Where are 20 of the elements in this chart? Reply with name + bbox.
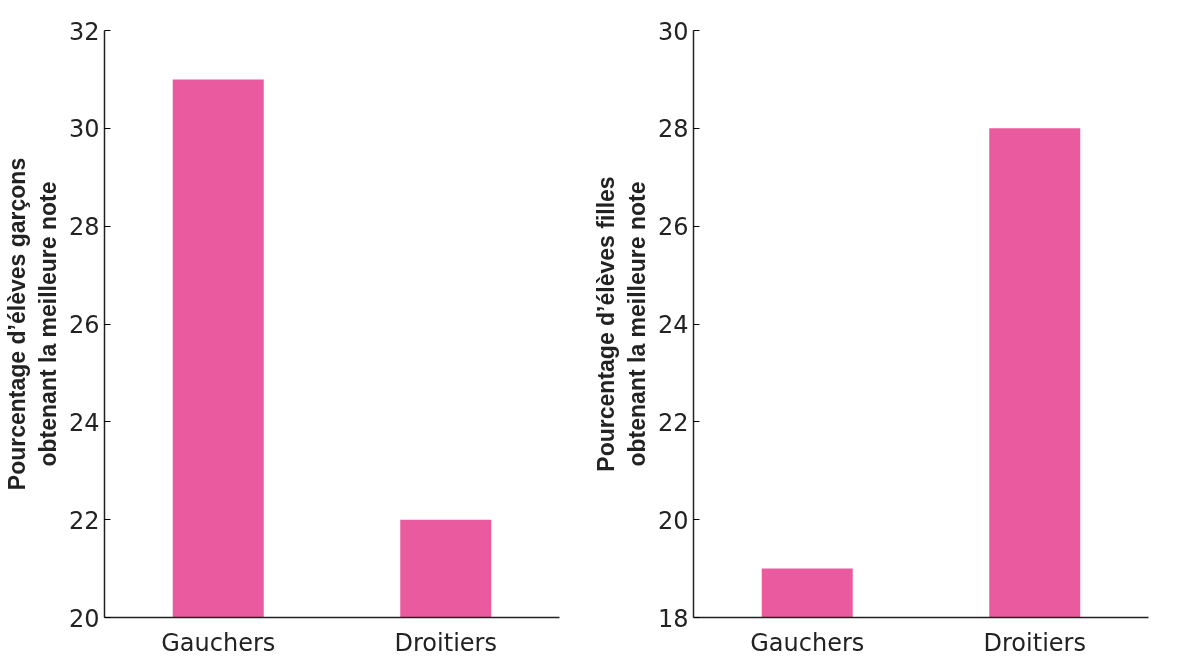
y-axis-title: Pourcentage d’élèves filles obtenant la meilleure note [592,176,650,472]
y-tick-label: 28 [68,213,100,242]
y-tick-label: 24 [657,311,689,339]
y-axis-title: Pourcentage d’élèves garçons obtenant la meilleure note [3,157,61,491]
x-tick-label: Droitiers [983,628,1086,657]
y-tick-label: 24 [68,408,100,437]
x-tick-label: Gauchers [161,628,276,657]
y-tick-label: 26 [68,311,100,339]
y-tick-label: 28 [657,115,689,144]
y-tick-label: 22 [657,408,689,437]
x-tick-label: Gauchers [750,628,865,657]
y-tick-label: 22 [68,506,100,535]
y-tick-label: 26 [657,213,689,242]
y-tick-label: 32 [68,17,100,46]
y-tick-label: 30 [657,17,689,46]
x-tick-label: Droitiers [394,628,497,657]
y-tick-label: 20 [657,506,689,535]
y-tick-label: 20 [68,604,100,633]
y-tick-label: 18 [657,604,689,633]
y-tick-label: 30 [68,115,100,144]
